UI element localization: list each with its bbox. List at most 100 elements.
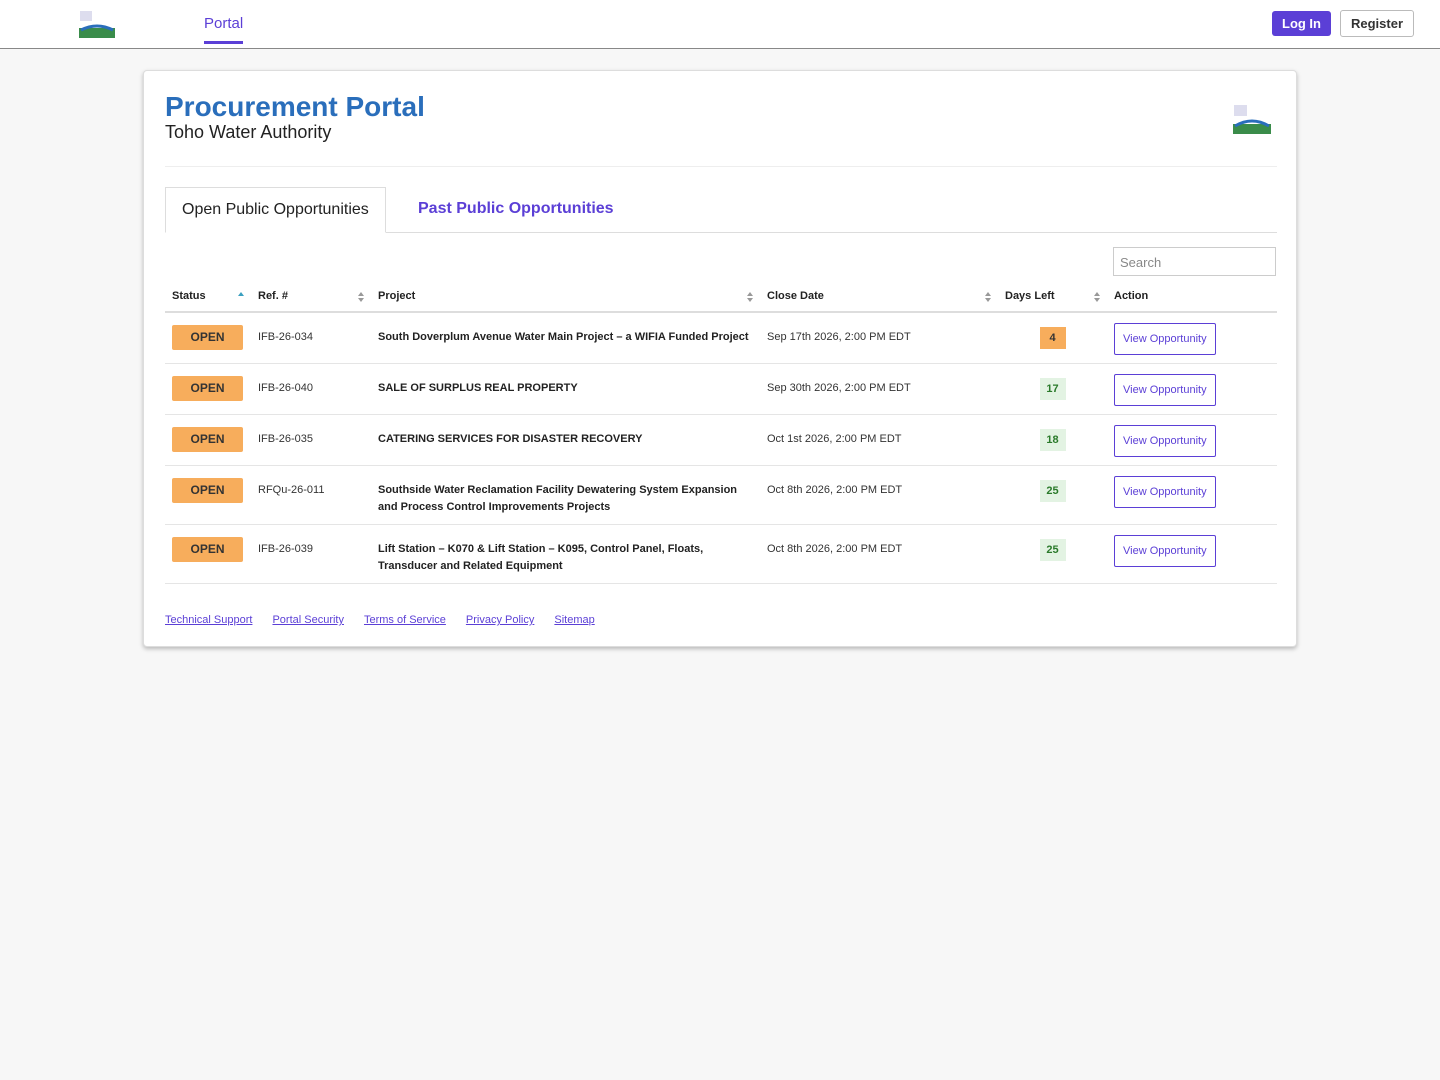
footer-link[interactable]: Privacy Policy — [465, 614, 535, 626]
sort-icon — [238, 292, 244, 296]
days-left: 17 — [1039, 378, 1066, 400]
status-badge: OPEN — [172, 427, 243, 452]
table-cell: Southside Water Reclamation Facility Dew… — [371, 465, 760, 525]
table-row: OPEN IFB-26-034 South Doverplum Avenue Wat… — [165, 312, 1277, 364]
column-label: Close Date — [767, 290, 824, 302]
project: Southside Water Reclamation Facility Dew… — [378, 484, 738, 513]
ref: IFB-26-039 — [258, 543, 314, 555]
table-cell: OPEN — [165, 363, 251, 415]
column-header[interactable]: Ref. # — [251, 281, 371, 313]
table-row: OPEN RFQu-26-011 Southside Water Reclamati… — [165, 465, 1277, 525]
ref: IFB-26-034 — [258, 331, 314, 343]
table-cell: View Opportunity — [1107, 363, 1277, 415]
table-cell: IFB-26-035 — [251, 414, 371, 466]
table-cell: South Doverplum Avenue Water Main Projec… — [371, 312, 760, 364]
footer: Technical Support Portal Security Terms of… — [165, 614, 615, 626]
view-button[interactable]: View Opportunity — [1114, 476, 1216, 508]
divider — [165, 166, 1277, 167]
table-cell: IFB-26-034 — [251, 312, 371, 364]
project: CATERING SERVICES FOR DISASTER RECOVERY — [378, 433, 643, 445]
project: South Doverplum Avenue Water Main Projec… — [378, 331, 749, 343]
close-date: Oct 8th 2026, 2:00 PM EDT — [767, 543, 903, 555]
tab[interactable]: Past Public Opportunities — [418, 200, 614, 217]
close-date: Oct 8th 2026, 2:00 PM EDT — [767, 484, 903, 496]
ref: RFQu-26-011 — [258, 484, 325, 496]
card: Procurement Portal Toho Water Authority … — [143, 70, 1297, 647]
view-button[interactable]: View Opportunity — [1114, 535, 1216, 567]
table-cell: OPEN — [165, 312, 251, 364]
register-button[interactable]: Register — [1340, 10, 1415, 37]
column-header[interactable]: Days Left — [998, 281, 1107, 313]
table-row: OPEN IFB-26-040 SALE OF SURPLUS REAL PROPE… — [165, 363, 1277, 415]
nav-portal[interactable]: Portal — [204, 15, 244, 44]
table-cell: 4 — [998, 312, 1107, 364]
table-cell: Oct 1st 2026, 2:00 PM EDT — [760, 414, 998, 466]
sort-icon — [1094, 292, 1100, 302]
status-badge: OPEN — [172, 478, 243, 503]
status-badge: OPEN — [172, 537, 243, 562]
sort-icon — [358, 292, 364, 302]
subtitle: Toho Water Authority — [165, 122, 332, 142]
logo — [1233, 105, 1271, 134]
column-label: Ref. # — [258, 290, 288, 302]
table-cell: OPEN — [165, 465, 251, 525]
days-left: 18 — [1039, 429, 1066, 451]
table-cell: SALE OF SURPLUS REAL PROPERTY — [371, 363, 760, 415]
ref: IFB-26-040 — [258, 382, 314, 394]
sort-icon — [747, 292, 753, 302]
table-cell: View Opportunity — [1107, 465, 1277, 525]
table-cell: 25 — [998, 524, 1107, 584]
column-label: Days Left — [1005, 290, 1055, 302]
close-date: Sep 30th 2026, 2:00 PM EDT — [767, 382, 911, 394]
days-left: 4 — [1039, 327, 1066, 349]
table-cell: 17 — [998, 363, 1107, 415]
footer-link[interactable]: Technical Support — [165, 614, 253, 626]
view-button[interactable]: View Opportunity — [1114, 425, 1216, 457]
project: SALE OF SURPLUS REAL PROPERTY — [378, 382, 578, 394]
column-header[interactable]: Status — [165, 281, 251, 313]
footer-link[interactable]: Terms of Service — [363, 614, 446, 626]
column-header[interactable]: Close Date — [760, 281, 998, 313]
title: Procurement Portal — [165, 91, 425, 122]
table-cell: 18 — [998, 414, 1107, 466]
view-button[interactable]: View Opportunity — [1114, 323, 1216, 355]
table-cell: View Opportunity — [1107, 524, 1277, 584]
status-badge: OPEN — [172, 325, 243, 350]
login-button[interactable]: Log In — [1272, 11, 1331, 36]
table-row: OPEN IFB-26-039 Lift Station – K070 & Lift… — [165, 524, 1277, 584]
footer-link[interactable]: Sitemap — [554, 614, 595, 626]
table: Status Ref. # Project Close Date Days Left Ac… — [165, 281, 1277, 584]
table-cell: OPEN — [165, 414, 251, 466]
column-label: Project — [378, 290, 416, 302]
days-left: 25 — [1039, 480, 1066, 502]
column-label: Status — [172, 290, 206, 302]
table-cell: 25 — [998, 465, 1107, 525]
table-cell: OPEN — [165, 524, 251, 584]
table-cell: RFQu-26-011 — [251, 465, 371, 525]
days-left: 25 — [1039, 539, 1066, 561]
table-cell: View Opportunity — [1107, 414, 1277, 466]
close-date: Sep 17th 2026, 2:00 PM EDT — [767, 331, 911, 343]
status-badge: OPEN — [172, 376, 243, 401]
table-cell: Oct 8th 2026, 2:00 PM EDT — [760, 465, 998, 525]
navbar: Portal Log In Register — [0, 0, 1440, 49]
column-header[interactable]: Action — [1107, 281, 1277, 313]
project: Lift Station – K070 & Lift Station – K09… — [378, 543, 704, 572]
ref: IFB-26-035 — [258, 433, 314, 445]
search-input[interactable]: Search — [1113, 247, 1276, 276]
logo — [79, 11, 115, 38]
table-cell: Sep 30th 2026, 2:00 PM EDT — [760, 363, 998, 415]
table-cell: Sep 17th 2026, 2:00 PM EDT — [760, 312, 998, 364]
table-cell: IFB-26-039 — [251, 524, 371, 584]
tabs: Open Public Opportunities Past Public Op… — [165, 187, 1277, 233]
table-cell: Lift Station – K070 & Lift Station – K09… — [371, 524, 760, 584]
table-cell: Oct 8th 2026, 2:00 PM EDT — [760, 524, 998, 584]
footer-link[interactable]: Portal Security — [272, 614, 344, 626]
table-cell: View Opportunity — [1107, 312, 1277, 364]
table-cell: CATERING SERVICES FOR DISASTER RECOVERY — [371, 414, 760, 466]
tab[interactable]: Open Public Opportunities — [165, 187, 386, 233]
view-button[interactable]: View Opportunity — [1114, 374, 1216, 406]
sort-icon — [985, 292, 991, 302]
column-header[interactable]: Project — [371, 281, 760, 313]
